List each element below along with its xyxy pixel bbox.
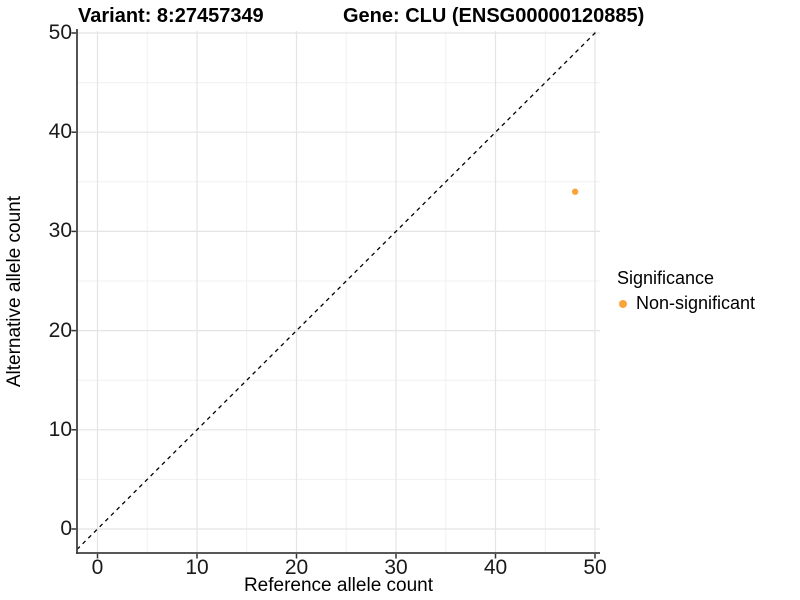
x-tick-label: 20 — [284, 556, 309, 579]
y-axis-title-wrap: Alternative allele count — [2, 31, 28, 553]
x-tick-label: 30 — [384, 556, 408, 579]
x-tick-label: 10 — [185, 556, 209, 579]
data-point — [571, 188, 579, 195]
legend-entry-label: Non-significant — [636, 293, 756, 313]
y-tick-label: 10 — [48, 417, 72, 441]
y-tick-label: 30 — [48, 219, 72, 243]
identity-line — [76, 30, 598, 550]
x-tick-label: 50 — [583, 556, 607, 579]
y-tick-label: 0 — [60, 517, 72, 540]
y-tick-label: 50 — [48, 21, 72, 44]
legend-point-icon — [619, 299, 627, 308]
gene-title: Gene: CLU (ENSG00000120885) — [343, 5, 645, 27]
x-axis-title: Reference allele count — [243, 575, 434, 596]
y-tick-label: 40 — [48, 120, 72, 144]
x-tick-label: 40 — [483, 556, 508, 579]
legend: Significance Non-significant — [617, 268, 755, 314]
variant-title: Variant: 8:27457349 — [78, 5, 264, 27]
legend-entry-non-significant: Non-significant — [619, 293, 755, 314]
legend-title: Significance — [617, 268, 715, 288]
y-tick-label: 20 — [48, 318, 72, 342]
x-tick-label: 0 — [91, 556, 104, 579]
